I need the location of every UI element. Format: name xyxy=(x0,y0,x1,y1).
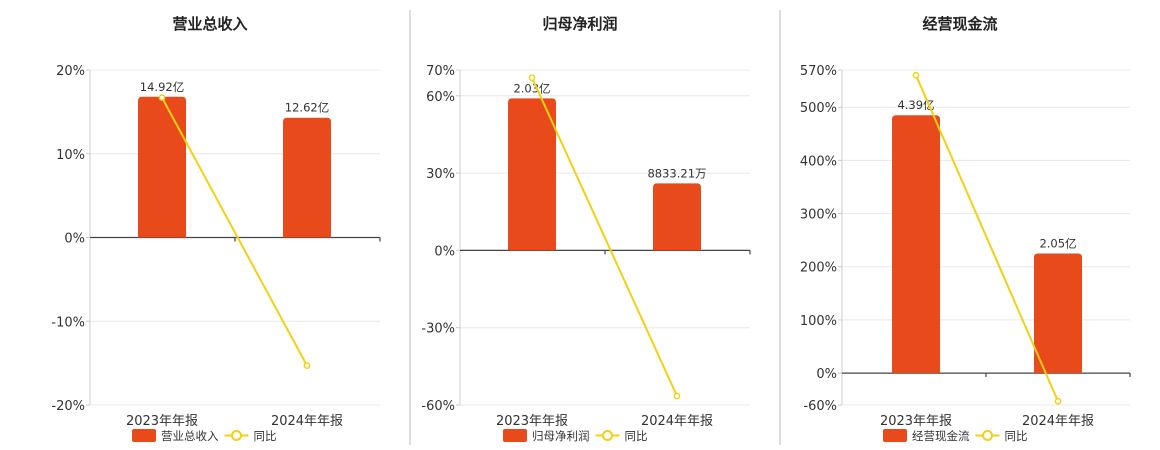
legend-line-marker xyxy=(231,430,242,441)
y-tick-label: 10% xyxy=(56,148,85,163)
y-tick-label: -30% xyxy=(421,322,455,337)
bar-data-label: 8833.21万 xyxy=(647,166,706,180)
bar[interactable] xyxy=(1034,253,1082,374)
legend-line-label: 同比 xyxy=(1005,429,1028,443)
y-tick-label: -60% xyxy=(421,399,455,414)
bar-data-label: 2.05亿 xyxy=(1039,236,1076,250)
y-tick-label: 0% xyxy=(816,367,837,382)
x-category-label: 2024年年报 xyxy=(641,414,713,429)
bar[interactable] xyxy=(283,117,331,238)
legend-bar-swatch xyxy=(883,429,907,442)
bar-data-label: 14.92亿 xyxy=(140,80,184,94)
yoy-line xyxy=(531,77,678,397)
y-tick-label: 300% xyxy=(800,208,837,223)
bar-data-label: 2.03亿 xyxy=(513,81,550,95)
yoy-point[interactable] xyxy=(303,362,311,369)
chart-title: 归母净利润 xyxy=(542,15,617,33)
chart-title: 营业总收入 xyxy=(172,15,247,33)
legend-bar-label: 归母净利润 xyxy=(532,429,590,443)
y-tick-label: 100% xyxy=(800,314,837,329)
legend-bar-swatch xyxy=(503,429,527,442)
x-category-label: 2023年年报 xyxy=(880,414,952,429)
y-tick-label: 70% xyxy=(426,64,455,79)
chart-revenue: 营业总收入 20% 10% 0% -10% -20% 14.92亿 12.62亿 2023年年报… xyxy=(51,15,381,443)
bar[interactable] xyxy=(892,115,940,374)
bar[interactable] xyxy=(508,98,556,251)
legend-line-marker xyxy=(982,430,993,441)
y-tick-label: 30% xyxy=(426,167,455,182)
x-category-label: 2023年年报 xyxy=(496,414,568,429)
bar-data-label: 4.39亿 xyxy=(897,98,934,112)
bar[interactable] xyxy=(138,96,186,238)
yoy-line xyxy=(915,74,1059,402)
x-category-label: 2023年年报 xyxy=(126,414,198,429)
legend-line-marker xyxy=(602,430,613,441)
yoy-point[interactable] xyxy=(528,74,536,82)
legend-bar-label: 经营现金流 xyxy=(912,429,970,443)
legend-line-label: 同比 xyxy=(625,429,648,443)
chart-title: 经营现金流 xyxy=(922,15,997,33)
chart-operating-cash-flow: 经营现金流 570% 500% 400% 300% 200% 100% 0% -60% 4.39亿… xyxy=(800,15,1131,443)
yoy-line xyxy=(161,97,308,367)
bar-data-label: 12.62亿 xyxy=(285,101,329,115)
yoy-point[interactable] xyxy=(912,71,920,79)
y-tick-label: -20% xyxy=(51,399,85,414)
y-tick-label: -10% xyxy=(51,315,85,330)
y-tick-label: 200% xyxy=(800,261,837,276)
yoy-point[interactable] xyxy=(673,392,681,400)
y-tick-label: 400% xyxy=(800,154,837,169)
y-tick-label: 570% xyxy=(800,64,837,79)
chart-net-profit: 归母净利润 70% 60% 30% 0% -30% -60% 2.03亿 8833.21万 202… xyxy=(421,15,751,443)
bar[interactable] xyxy=(653,183,701,251)
y-tick-label: 60% xyxy=(426,90,455,105)
x-category-label: 2024年年报 xyxy=(271,414,343,429)
y-tick-label: 0% xyxy=(64,232,85,247)
legend-bar-swatch xyxy=(132,429,156,442)
y-tick-label: 0% xyxy=(434,244,455,259)
legend-line-label: 同比 xyxy=(254,429,277,443)
y-tick-label: 500% xyxy=(800,101,837,116)
yoy-point[interactable] xyxy=(158,94,166,101)
x-category-label: 2024年年报 xyxy=(1022,414,1094,429)
legend-bar-label: 营业总收入 xyxy=(161,429,219,443)
yoy-point[interactable] xyxy=(1054,397,1062,405)
y-tick-label: 20% xyxy=(56,64,85,79)
y-tick-label: -60% xyxy=(803,399,837,414)
